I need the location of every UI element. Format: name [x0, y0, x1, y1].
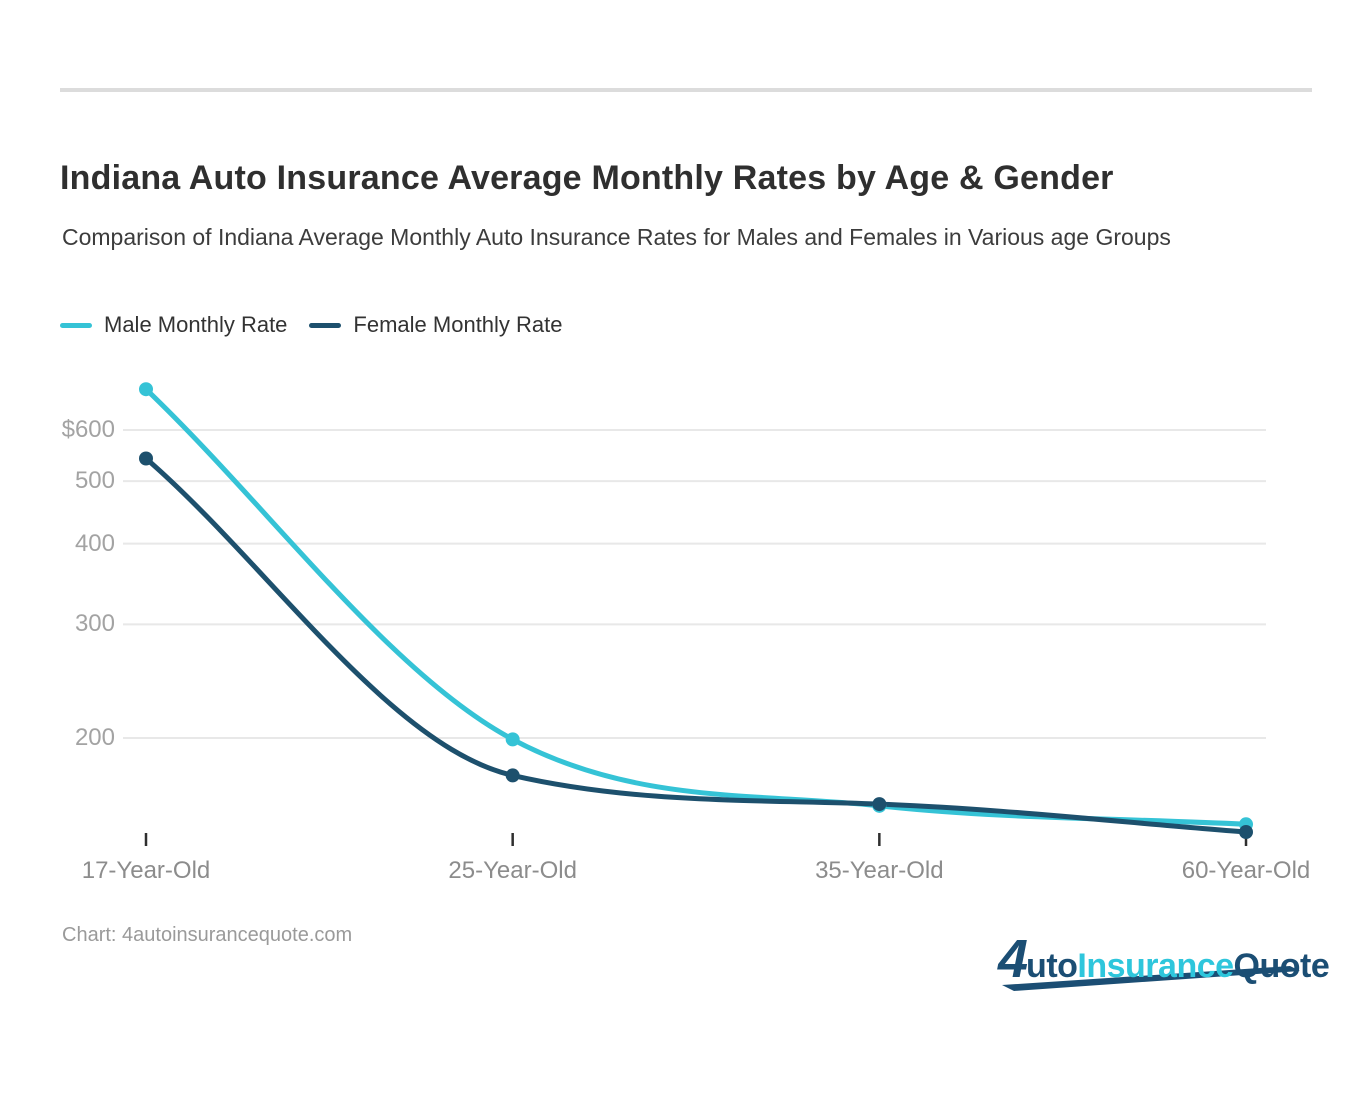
legend-label-female: Female Monthly Rate [353, 312, 563, 337]
male-rate-line [143, 386, 1249, 827]
top-divider [60, 88, 1312, 92]
y-tick-label-600: $600 [61, 416, 115, 443]
x-tick-label-25-Year-Old: 25-Year-Old [448, 857, 577, 884]
legend-label-male: Male Monthly Rate [104, 312, 288, 337]
female-point-35-Year-Old [872, 797, 887, 812]
y-tick-label-200: 200 [74, 723, 115, 751]
logo-insurance: Insurance [1077, 947, 1234, 985]
y-tick-label-500: 500 [74, 467, 115, 495]
x-tick-label-35-Year-Old: 35-Year-Old [815, 857, 944, 884]
female-point-25-Year-Old [505, 768, 520, 783]
y-tick-label-400: 400 [74, 529, 115, 557]
female-point-60-Year-Old [1239, 825, 1254, 840]
logo-quote: Quote [1233, 947, 1330, 985]
chart-legend: Male Monthly Rate Female Monthly Rate [60, 312, 563, 338]
logo-uto: uto [1026, 947, 1078, 985]
female-point-17-Year-Old [139, 451, 153, 466]
x-tick-label-60-Year-Old: 60-Year-Old [1181, 857, 1311, 884]
male-point-25-Year-Old [505, 732, 520, 747]
male-point-17-Year-Old [139, 382, 153, 397]
y-tick-label-300: 300 [74, 610, 115, 638]
male-line-swatch-icon [60, 322, 92, 328]
female-rate-line [143, 456, 1249, 835]
chart-title: Indiana Auto Insurance Average Monthly R… [60, 159, 1114, 197]
logo-4: 4 [998, 929, 1028, 989]
female-line-swatch-icon [309, 322, 342, 328]
x-tick-label-17-Year-Old: 17-Year-Old [81, 857, 211, 884]
chart-subtitle: Comparison of Indiana Average Monthly Au… [62, 224, 1171, 250]
autoinsurancequote-logo: 4utoInsuranceQuote [998, 928, 1330, 994]
legend-item-female: Female Monthly Rate [309, 312, 563, 338]
source-note: Chart: 4autoinsurancequote.com [62, 924, 353, 946]
legend-item-male: Male Monthly Rate [60, 312, 287, 338]
logo-swoosh-icon [1002, 966, 1300, 991]
logo-text: 4utoInsuranceQuote [998, 928, 1330, 990]
